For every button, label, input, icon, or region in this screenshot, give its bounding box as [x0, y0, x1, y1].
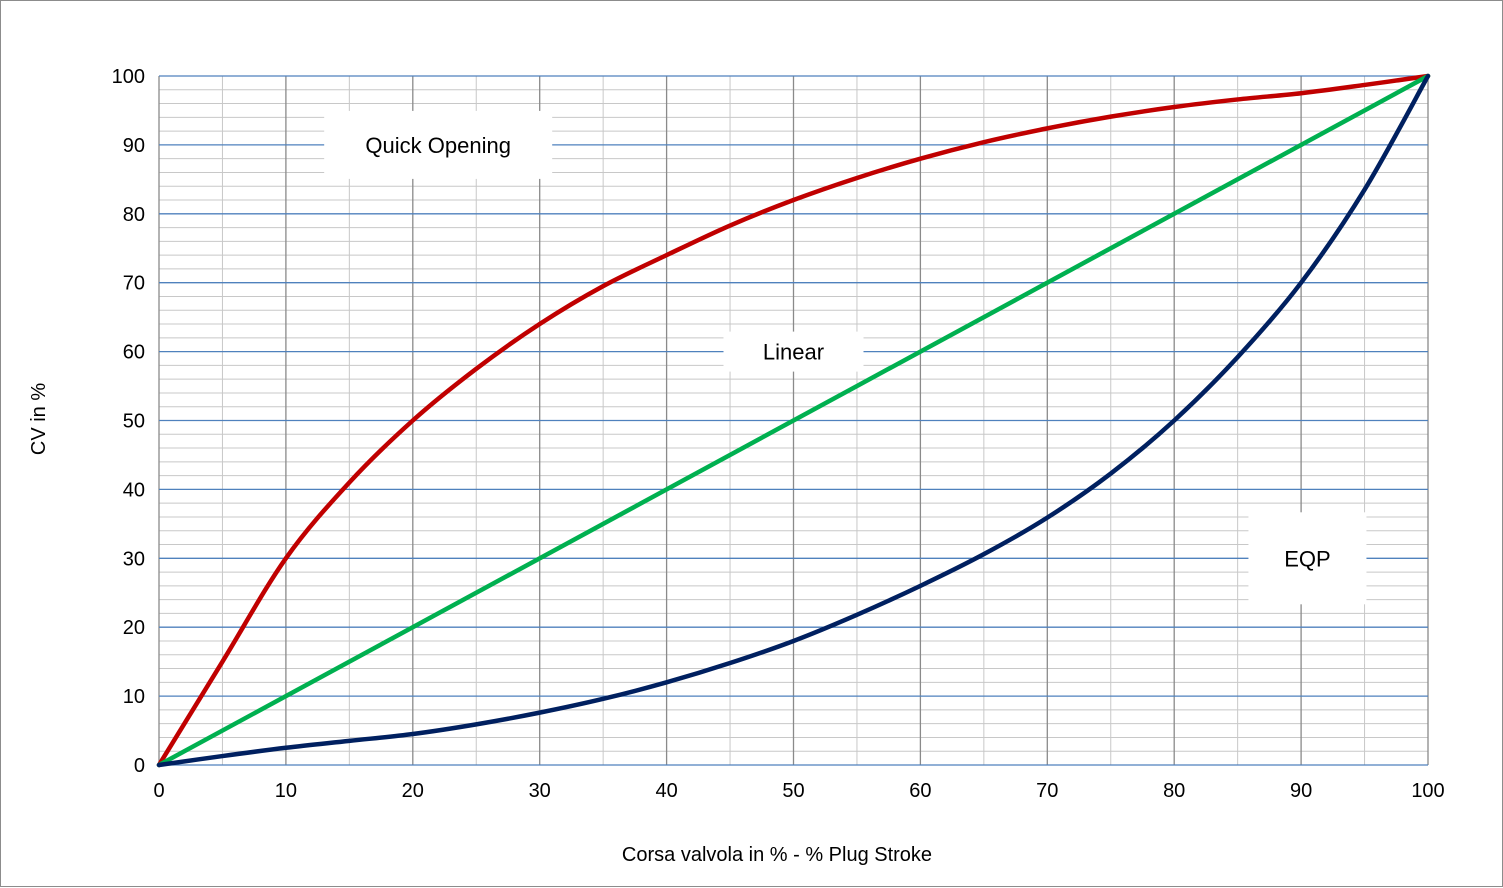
series-layer	[156, 73, 1431, 768]
x-tick-label: 50	[782, 780, 804, 802]
y-tick-label: 70	[123, 273, 145, 295]
y-tick-label: 30	[123, 548, 145, 570]
y-tick-label: 80	[123, 204, 145, 226]
x-tick-label: 40	[655, 780, 677, 802]
x-tick-label: 30	[529, 780, 551, 802]
y-tick-label: 100	[112, 66, 145, 88]
x-tick-label: 10	[275, 780, 297, 802]
x-tick-label: 20	[402, 780, 424, 802]
tick-labels: 0 10 20 30 40 50 60 70 80 90 100 0 10 20 30 40 50 60 70 80 9…	[112, 66, 1445, 802]
x-tick-label: 100	[1411, 780, 1444, 802]
y-tick-label: 60	[123, 342, 145, 364]
series-line-quick-opening	[156, 73, 1431, 768]
y-tick-label: 10	[123, 686, 145, 708]
y-tick-label: 0	[134, 755, 145, 777]
series-line-linear	[156, 73, 1431, 768]
x-tick-label: 70	[1036, 780, 1058, 802]
x-tick-label: 90	[1290, 780, 1312, 802]
annotation-box	[1248, 512, 1367, 605]
annotation-label: Linear	[763, 340, 824, 365]
annotation-label: EQP	[1284, 546, 1330, 571]
y-tick-label: 90	[123, 135, 145, 157]
x-tick-label: 60	[909, 780, 931, 802]
y-tick-label: 40	[123, 479, 145, 501]
annotation-box	[723, 331, 864, 372]
x-axis-label: Corsa valvola in % - % Plug Stroke	[622, 844, 932, 866]
y-tick-label: 50	[123, 411, 145, 433]
x-tick-label: 0	[153, 780, 164, 802]
annotation-layer: Quick Opening Linear EQP	[324, 110, 1367, 605]
x-tick-label: 80	[1163, 780, 1185, 802]
y-tick-label: 20	[123, 617, 145, 639]
annotation-label: Quick Opening	[365, 133, 511, 158]
series-line-eqp	[156, 73, 1431, 768]
annotation-box	[324, 110, 553, 179]
y-axis-label: CV in %	[28, 383, 50, 455]
